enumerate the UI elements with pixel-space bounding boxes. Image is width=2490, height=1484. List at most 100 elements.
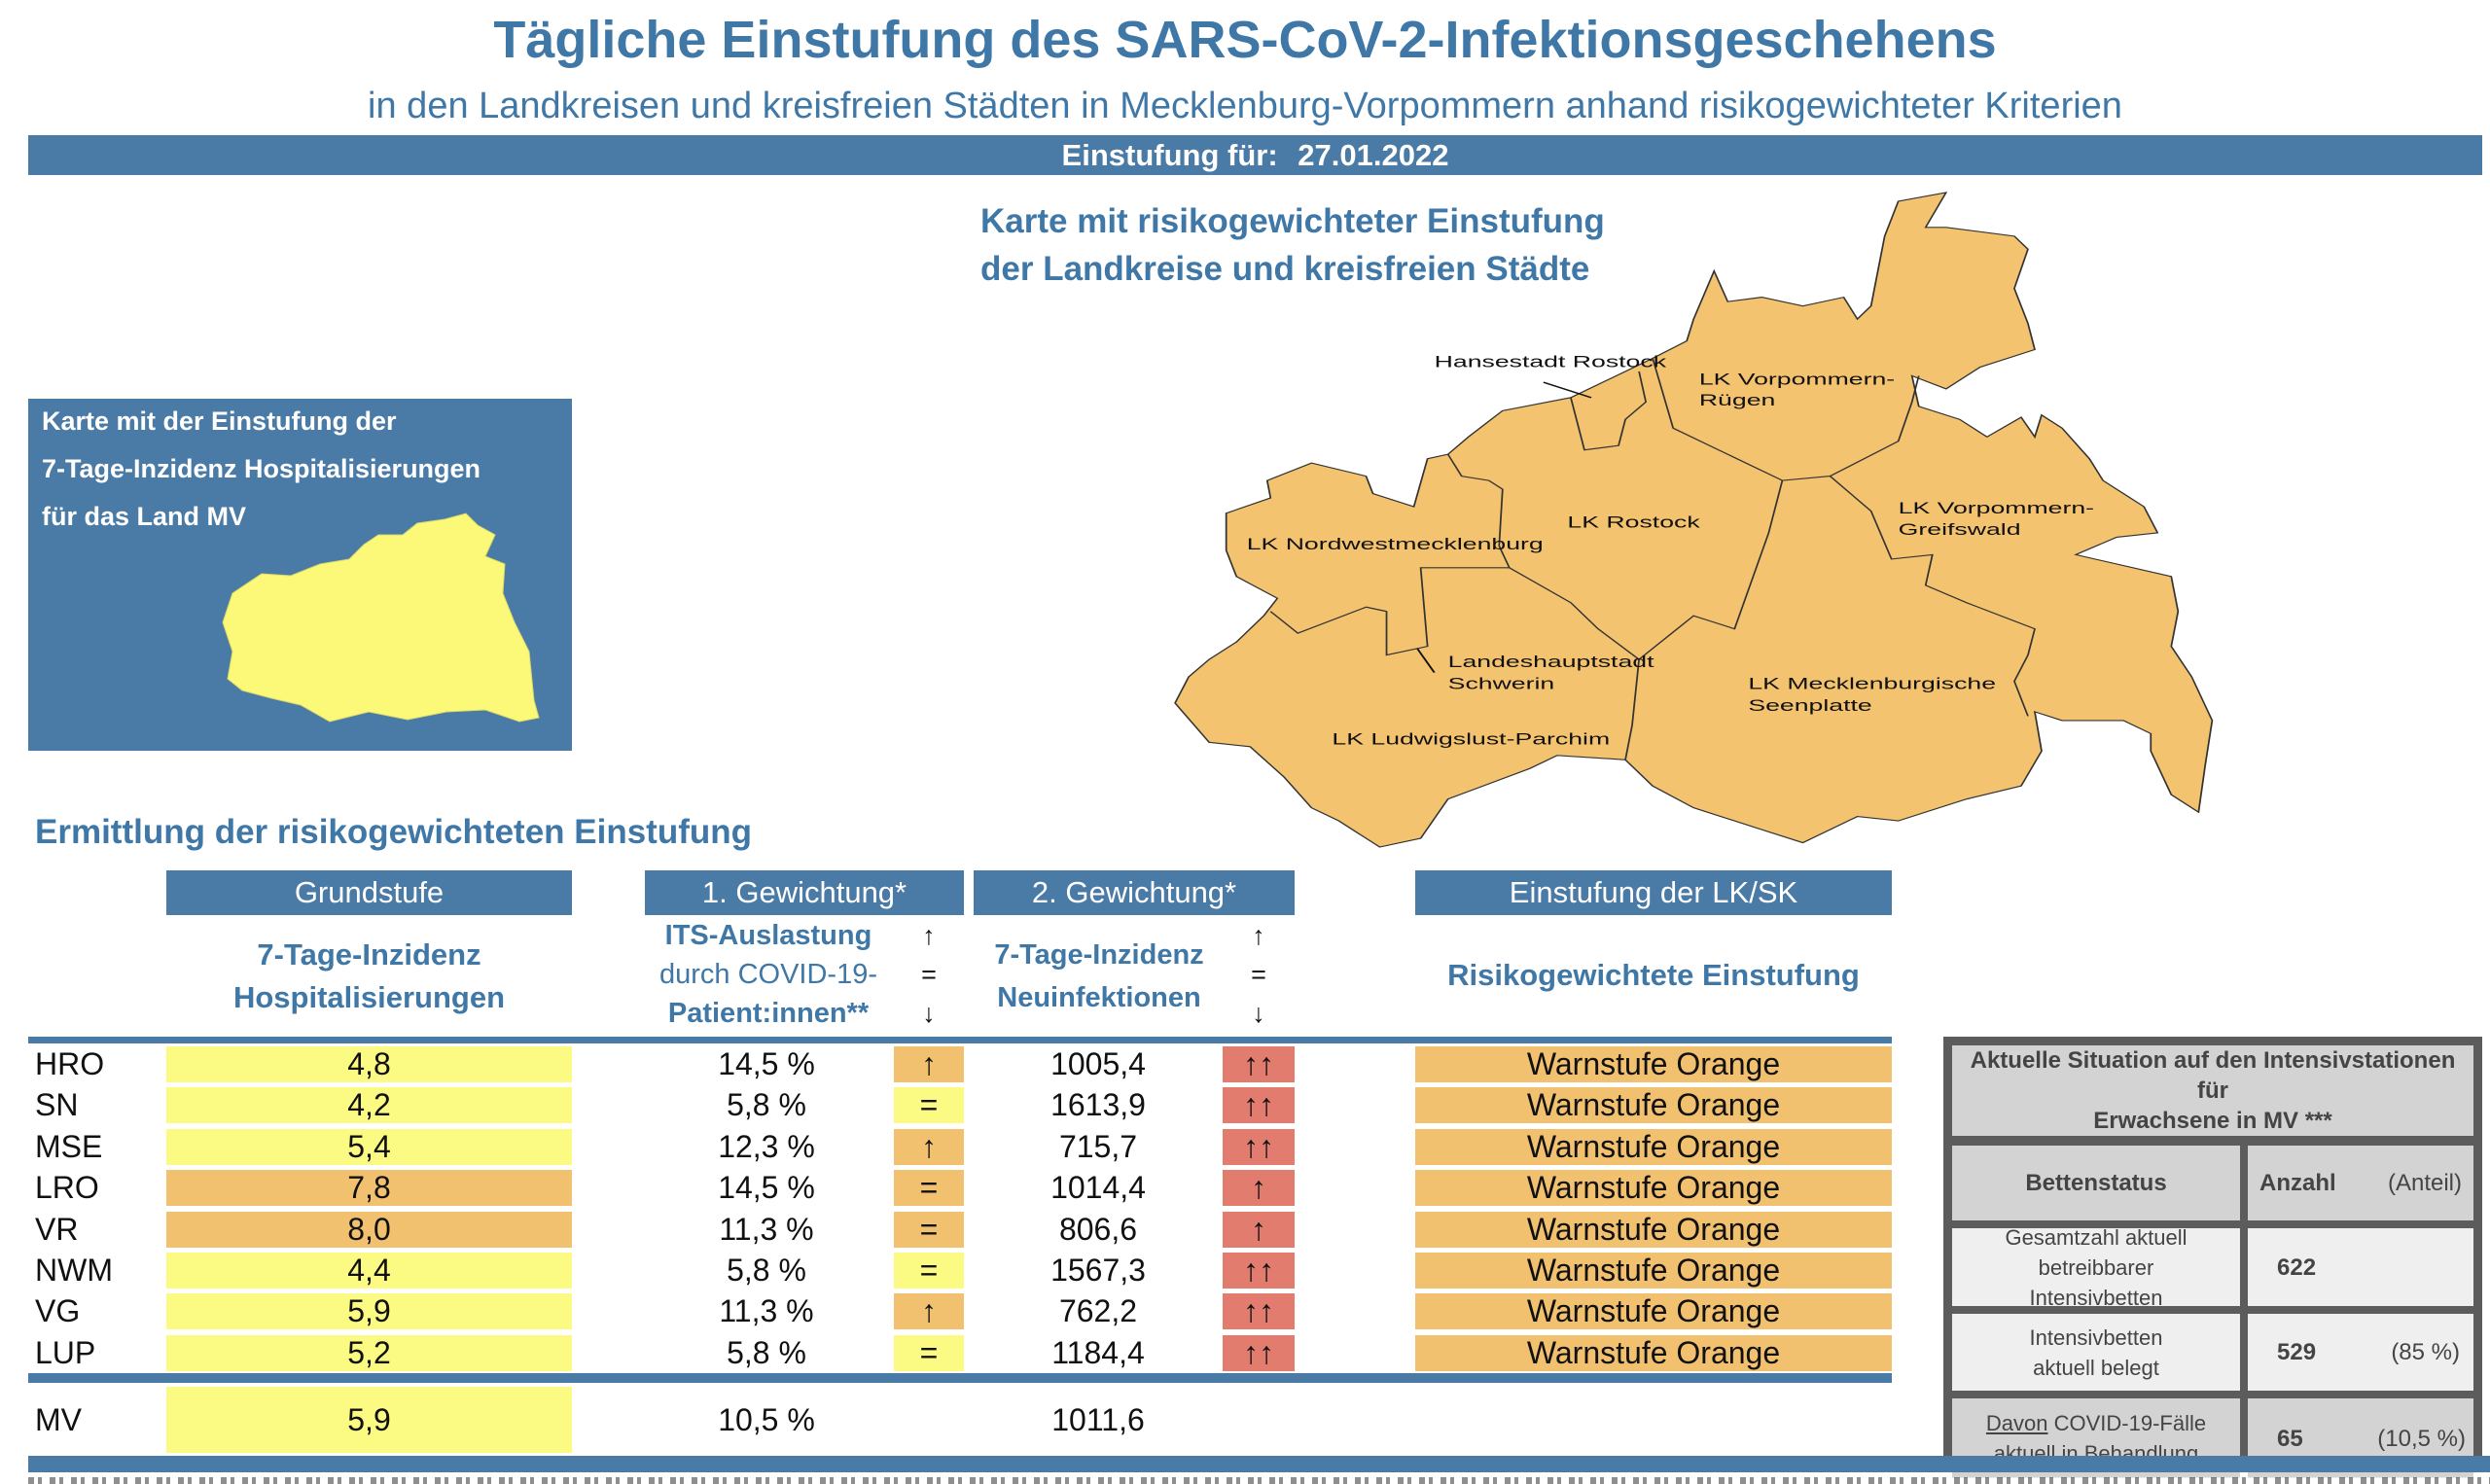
map-leader-lines bbox=[1416, 381, 1592, 673]
subheader-its-line3: Patient:innen** bbox=[667, 998, 870, 1029]
map-title: Karte mit risikogewichteter Einstufung d… bbox=[980, 197, 1605, 293]
header-gewichtung-2: 2. Gewichtung* bbox=[974, 870, 1295, 915]
risk-level-cell: Warnstufe Orange bbox=[1415, 1170, 1892, 1207]
its-utilization-cell: 5,8 % bbox=[727, 1334, 806, 1370]
header-grundstufe: Grundstufe bbox=[166, 870, 572, 915]
district-borders bbox=[1269, 358, 2036, 760]
map-label-lro: LK Rostock bbox=[1567, 512, 1700, 531]
its-trend-cell: = bbox=[894, 1253, 964, 1289]
icu-row-count: 622 bbox=[2248, 1228, 2473, 1306]
incidence-cell: 1014,4 bbox=[1050, 1170, 1146, 1206]
hospitalization-incidence-cell: 5,2 bbox=[166, 1334, 572, 1371]
region-label: LUP bbox=[35, 1334, 96, 1370]
risk-level-cell: Warnstufe Orange bbox=[1415, 1334, 1892, 1371]
its-trend-cell: ↑ bbox=[894, 1128, 964, 1165]
icu-title-line1: Aktuelle Situation auf den Intensivstati… bbox=[1970, 1047, 2456, 1104]
risk-level-cell: Warnstufe Orange bbox=[1415, 1046, 1892, 1082]
region-label: HRO bbox=[35, 1046, 105, 1081]
icu-row-label-line2: Intensivbetten bbox=[2029, 1285, 2163, 1310]
mini-map-title-line3: für das Land MV bbox=[42, 502, 247, 531]
incidence-cell: 762,2 bbox=[1058, 1293, 1138, 1329]
incidence-trend-cell: ↑↑ bbox=[1223, 1087, 1295, 1124]
arrow-up-icon: ↑ bbox=[922, 921, 936, 950]
date-value: 27.01.2022 bbox=[1298, 138, 1449, 172]
its-trend-cell: = bbox=[894, 1334, 964, 1371]
its-utilization-cell: 12,3 % bbox=[718, 1128, 815, 1164]
hospitalization-incidence-cell: 4,2 bbox=[166, 1087, 572, 1124]
district-map-shape bbox=[1174, 192, 2214, 848]
map-label-vr-1: LK Vorpommern- bbox=[1699, 370, 1895, 388]
section-title: Ermittlung der risikogewichteten Einstuf… bbox=[35, 813, 752, 851]
risk-level-cell: Warnstufe Orange bbox=[1415, 1087, 1892, 1124]
risk-level-cell: Warnstufe Orange bbox=[1415, 1253, 1892, 1289]
icu-row-label-line1: Gesamtzahl aktuell betreibbarer bbox=[2005, 1224, 2188, 1280]
header-einstufung: Einstufung der LK/SK bbox=[1415, 870, 1892, 915]
icu-col-status: Bettenstatus bbox=[1952, 1146, 2240, 1220]
hospitalization-incidence-cell: 4,4 bbox=[166, 1253, 572, 1289]
icu-row-count: 65 bbox=[2277, 1425, 2303, 1452]
icu-row-share: (10,5 %) bbox=[2377, 1425, 2466, 1452]
region-label: MSE bbox=[35, 1128, 103, 1164]
page-title: Tägliche Einstufung des SARS-CoV-2-Infek… bbox=[493, 11, 1997, 69]
incidence-cell: 806,6 bbox=[1058, 1211, 1138, 1247]
icu-row-count: 529 bbox=[2277, 1339, 2317, 1365]
incidence-trend-cell: ↑↑ bbox=[1223, 1253, 1295, 1289]
its-trend-cell: = bbox=[894, 1211, 964, 1248]
its-trend-cell: ↑ bbox=[894, 1046, 964, 1082]
date-bar: Einstufung für: 27.01.2022 bbox=[28, 135, 2482, 175]
hospitalization-incidence-cell: 7,8 bbox=[166, 1170, 572, 1207]
header-gewichtung-1: 1. Gewichtung* bbox=[645, 870, 964, 915]
mv-incidence-map bbox=[222, 512, 540, 723]
icu-col-count: Anzahl bbox=[2259, 1170, 2336, 1196]
hospitalization-incidence-cell: 4,8 bbox=[166, 1046, 572, 1082]
incidence-cell: 1184,4 bbox=[1051, 1334, 1145, 1370]
date-label: Einstufung für: bbox=[1061, 138, 1278, 172]
hospitalization-incidence-cell: 8,0 bbox=[166, 1211, 572, 1248]
incidence-cell: 1005,4 bbox=[1050, 1046, 1146, 1081]
map-label-vg-1: LK Vorpommern- bbox=[1899, 499, 2094, 517]
incidence-trend-cell: ↑↑ bbox=[1223, 1293, 1295, 1330]
its-utilization-cell: 5,8 % bbox=[727, 1253, 806, 1288]
subheader-neuinfektionen-line1: 7-Tage-Inzidenz bbox=[994, 939, 1204, 971]
mini-map-box: Karte mit der Einstufung der 7-Tage-Inzi… bbox=[28, 399, 572, 751]
region-label: SN bbox=[35, 1087, 79, 1123]
map-title-line2: der Landkreise und kreisfreien Städte bbox=[980, 250, 1590, 288]
table-rule-bottom bbox=[28, 1373, 1892, 1383]
map-label-mse-1: LK Mecklenburgische bbox=[1748, 674, 1996, 692]
footnote-cutoff bbox=[28, 1477, 2490, 1484]
icu-panel: Aktuelle Situation auf den Intensivstati… bbox=[1943, 1037, 2482, 1478]
subheader-its-line2: durch COVID-19- bbox=[658, 959, 877, 990]
region-label: VG bbox=[35, 1293, 81, 1329]
map-label-lup: LK Ludwigslust-Parchim bbox=[1332, 729, 1610, 748]
map-label-vg-2: Greifswald bbox=[1899, 520, 2021, 539]
footer-bar bbox=[28, 1456, 2490, 1472]
its-utilization-cell: 11,3 % bbox=[719, 1211, 814, 1247]
icu-row-label-line2: aktuell belegt bbox=[2033, 1355, 2159, 1380]
subheader-grundstufe: 7-Tage-Inzidenz Hospitalisierungen bbox=[166, 934, 572, 1019]
its-utilization-cell: 5,8 % bbox=[727, 1087, 806, 1123]
arrow-up-icon: ↑ bbox=[1252, 921, 1265, 950]
map-label-hro: Hansestadt Rostock bbox=[1435, 352, 1667, 371]
region-label: LRO bbox=[35, 1170, 99, 1206]
subheader-its-line1: ITS-Auslastung bbox=[664, 920, 872, 951]
its-utilization-cell: 14,5 % bbox=[718, 1046, 815, 1081]
region-label: VR bbox=[35, 1211, 79, 1247]
hospitalization-incidence-cell: 5,9 bbox=[166, 1293, 572, 1330]
its-trend-cell: ↑ bbox=[894, 1293, 964, 1330]
mini-map-title-line1: Karte mit der Einstufung der bbox=[42, 406, 397, 436]
map-title-line1: Karte mit risikogewichteter Einstufung bbox=[980, 202, 1605, 240]
its-utilization-cell: 11,3 % bbox=[719, 1293, 814, 1329]
incidence-cell: 1613,9 bbox=[1050, 1087, 1146, 1123]
table-rule-top bbox=[28, 1037, 1892, 1043]
icu-title-line2: Erwachsene in MV *** bbox=[2093, 1108, 2332, 1134]
icu-row-label: Intensivbetten aktuell belegt bbox=[1952, 1314, 2240, 1391]
risk-level-cell: Warnstufe Orange bbox=[1415, 1211, 1892, 1248]
incidence-trend-cell: ↑ bbox=[1223, 1170, 1295, 1207]
icu-row-label-rest: COVID-19-Fälle bbox=[2047, 1411, 2207, 1435]
incidence-cell: 715,7 bbox=[1058, 1128, 1138, 1164]
incidence-trend-cell: ↑↑ bbox=[1223, 1128, 1295, 1165]
subheader-neuinfektionen-line2: Neuinfektionen bbox=[997, 982, 1201, 1013]
incidence-trend-cell: ↑↑ bbox=[1223, 1046, 1295, 1082]
subheader-grundstufe-line2: Hospitalisierungen bbox=[232, 980, 506, 1014]
page-subtitle: in den Landkreisen und kreisfreien Städt… bbox=[368, 86, 2122, 126]
